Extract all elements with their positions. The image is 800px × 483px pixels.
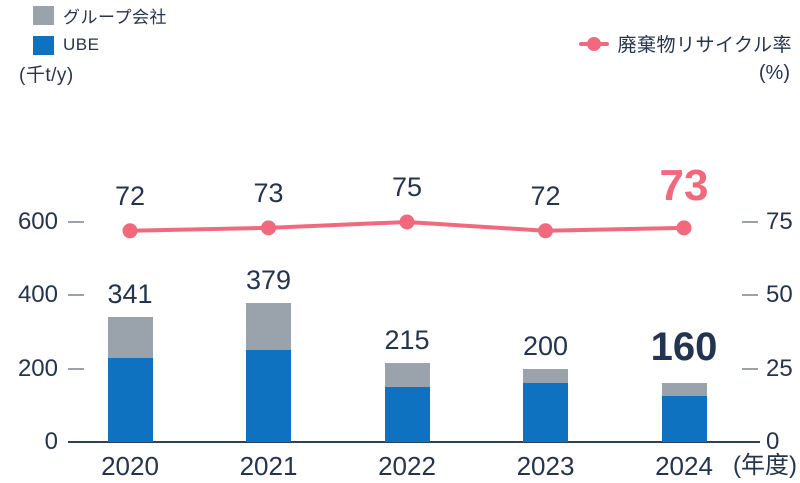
x-axis-note: (年度) [733, 452, 797, 479]
bar-ube-2022 [384, 387, 430, 442]
line-dot [676, 220, 692, 236]
x-tick-label-2022: 2022 [378, 451, 436, 481]
bar-ube-2023 [523, 383, 568, 442]
line-value-label: 75 [391, 172, 423, 202]
right-axis-tick-label: 50 [766, 281, 793, 309]
line-dot [399, 214, 415, 230]
bar-group-2024 [661, 383, 707, 397]
group-color-swatch [33, 6, 54, 25]
line-marker-icon [579, 36, 610, 51]
legend-item-ube: UBE [33, 35, 167, 55]
x-tick-label-2023: 2023 [516, 451, 575, 481]
line-value-label: 72 [530, 180, 561, 211]
right-axis-tick-label: 0 [766, 428, 780, 455]
left-axis-tick-label: 0 [44, 428, 58, 455]
bar-total-label: 200 [522, 330, 569, 361]
bar-ube-2024 [661, 396, 707, 442]
x-tick-label-2024: 2024 [655, 451, 713, 481]
left-axis-tick-label: 200 [17, 354, 58, 382]
x-axis-line [68, 441, 760, 443]
left-axis-tick [68, 367, 84, 370]
ube-color-swatch [33, 35, 54, 55]
legend-bars: グループ会社 UBE [33, 3, 167, 55]
right-axis-tick [742, 294, 758, 297]
line-value-label: 73 [659, 160, 709, 210]
right-axis-tick-label: 25 [766, 354, 793, 382]
bar-group-2023 [523, 368, 568, 384]
left-axis-tick-label: 400 [17, 281, 58, 309]
bar-total-label: 160 [650, 325, 718, 370]
bar-total-label: 341 [107, 278, 153, 309]
bar-total-label: 379 [245, 265, 292, 296]
line-path [129, 219, 685, 233]
x-tick-label-2020: 2020 [101, 451, 159, 481]
line-dot [261, 220, 276, 236]
left-axis-tick [68, 294, 84, 297]
bar-ube-2021 [246, 350, 291, 442]
left-axis-tick-label: 600 [17, 208, 58, 235]
line-value-label: 73 [253, 177, 284, 208]
line-dot [122, 223, 138, 239]
bar-group-2021 [246, 303, 291, 351]
right-axis-tick-label: 75 [766, 208, 793, 235]
right-axis-tick [742, 367, 758, 370]
x-tick-label-2021: 2021 [239, 451, 298, 481]
left-axis-unit: (千t/y) [19, 65, 74, 86]
legend-group-label: グループ会社 [63, 8, 167, 27]
legend-ube-label: UBE [63, 35, 100, 54]
legend-item-group: グループ会社 [33, 3, 167, 28]
line-value-label: 72 [114, 180, 146, 211]
legend-line-label: 廃棄物リサイクル率 [617, 35, 792, 56]
line-dot [538, 223, 553, 239]
bar-group-2020 [107, 316, 153, 358]
bar-total-label: 215 [384, 325, 430, 356]
legend-line: 廃棄物リサイクル率 [579, 30, 792, 57]
right-axis-unit: (%) [758, 62, 790, 84]
left-axis-tick [68, 221, 84, 223]
bar-ube-2020 [107, 357, 153, 442]
right-axis-tick [742, 221, 758, 223]
bar-group-2022 [384, 363, 430, 387]
